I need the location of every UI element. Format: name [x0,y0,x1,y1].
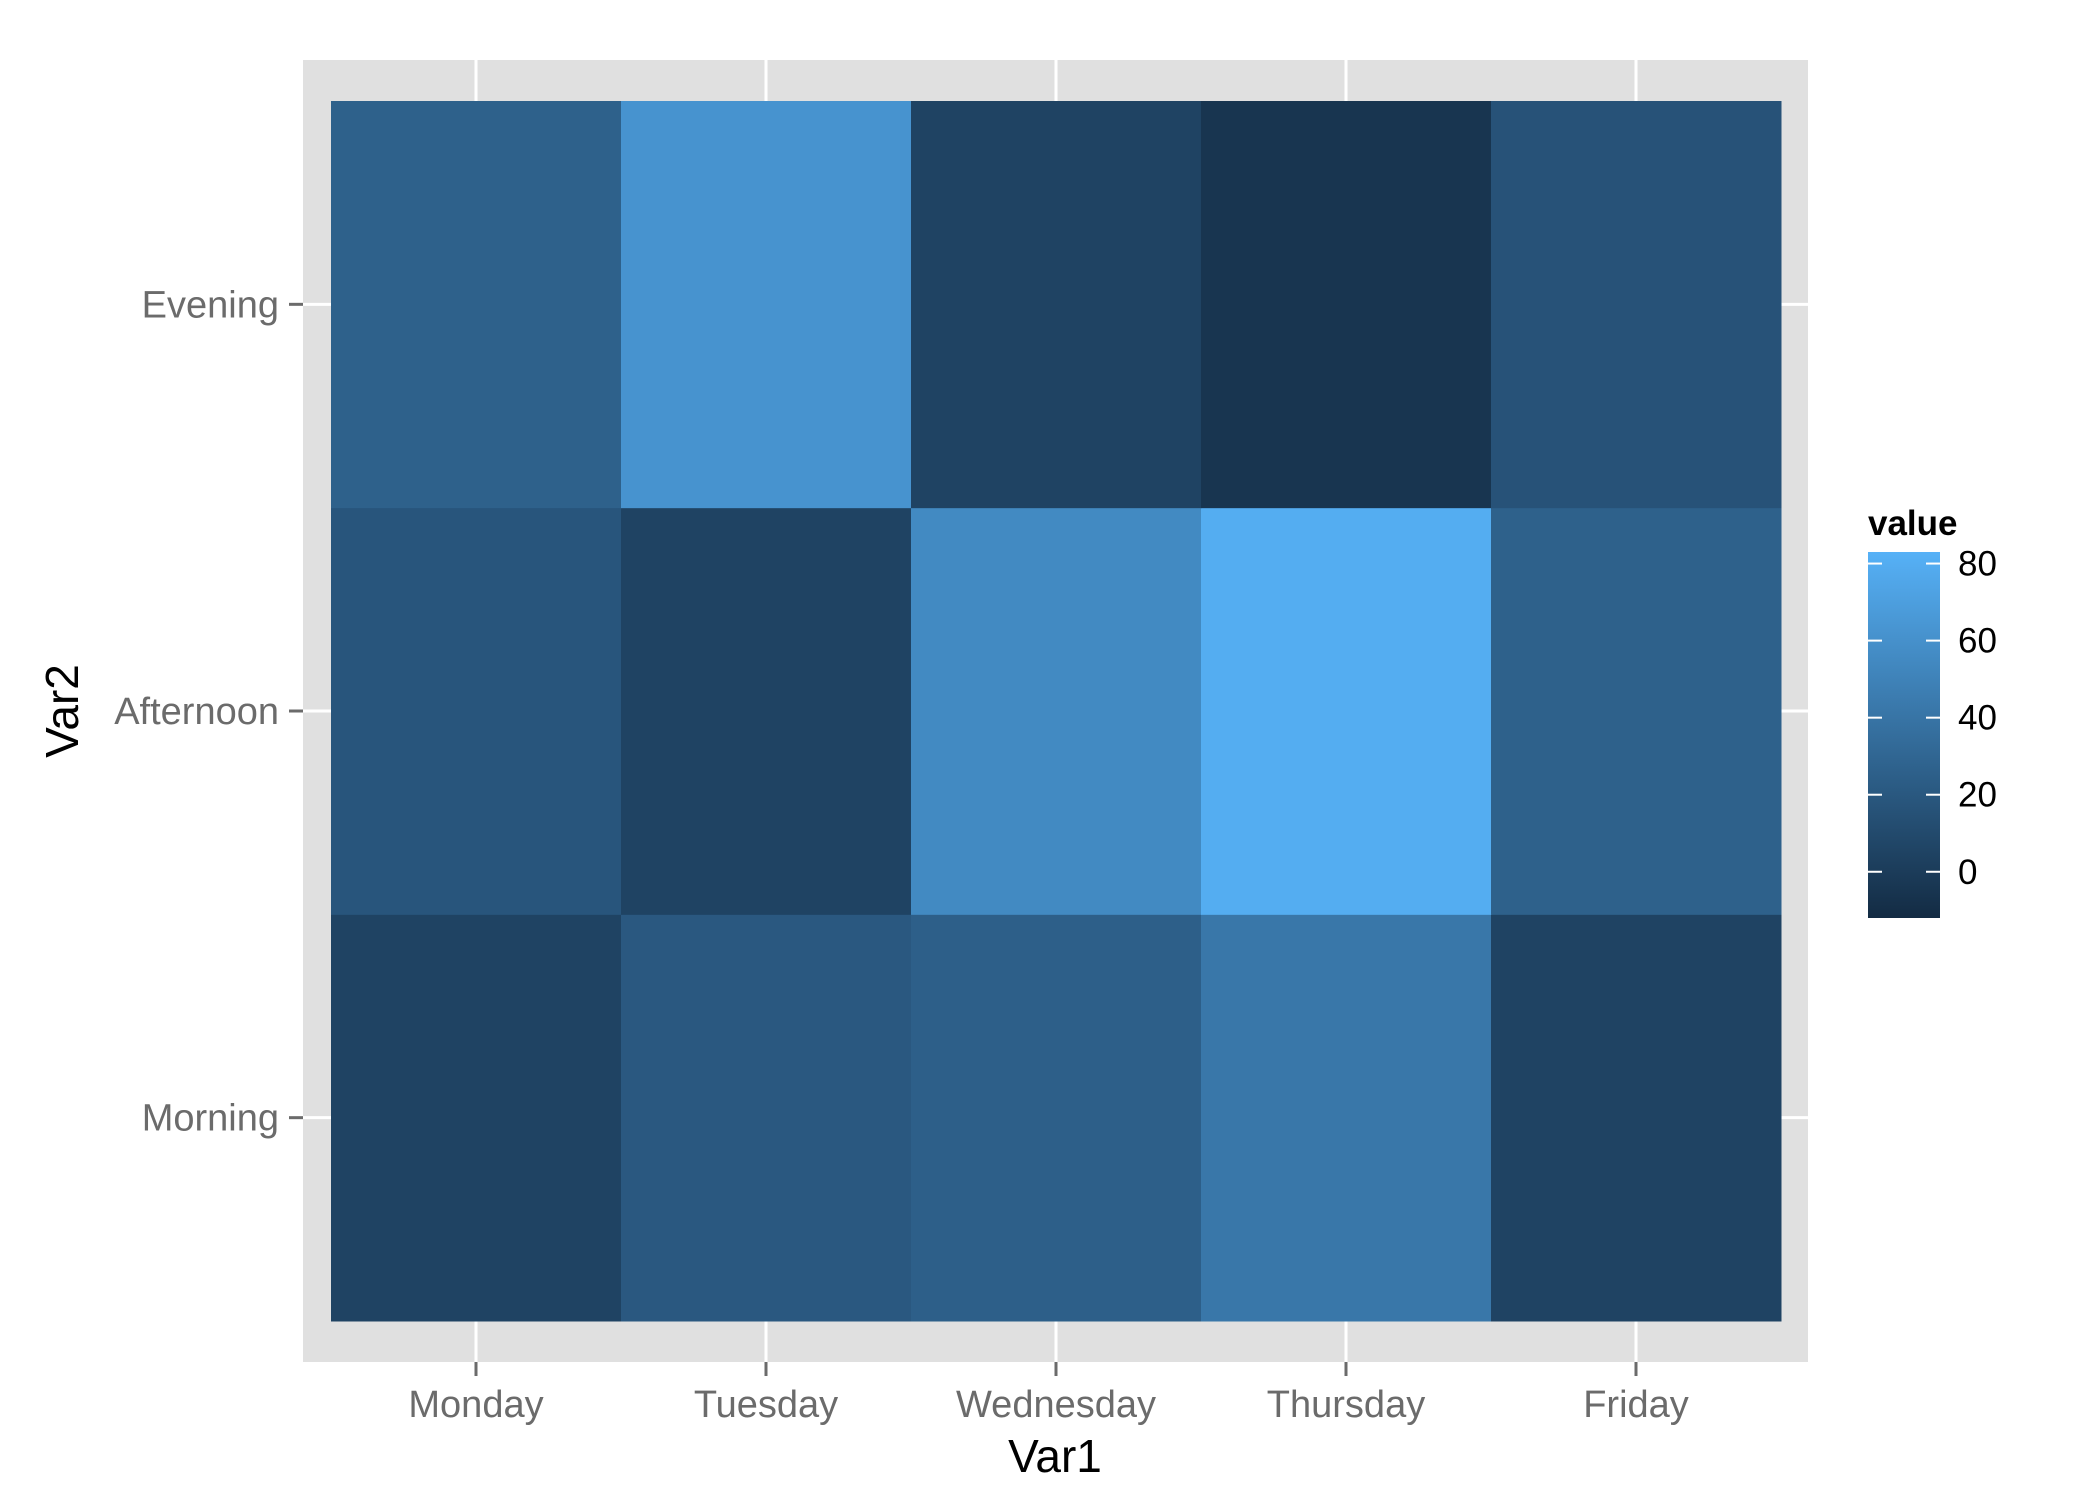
cell-monday-evening [331,101,622,509]
x-tick-label-tuesday: Tuesday [694,1384,838,1426]
cell-friday-evening [1491,101,1782,509]
cell-tuesday-afternoon [621,507,912,915]
cell-monday-afternoon [331,507,622,915]
legend-tick-label-3: 60 [1958,622,1997,661]
cell-wednesday-afternoon [911,507,1202,915]
y-tick-label-evening: Evening [142,284,279,326]
x-axis: Monday Tuesday Wednesday Thursday Friday [408,1362,1689,1426]
legend-tick-label-1: 20 [1958,776,1997,815]
color-legend: value 0 20 40 60 80 [1868,504,1997,918]
heatmap-cells [331,101,1782,1322]
legend-tick-label-0: 0 [1958,853,1977,892]
legend-ticks: 0 20 40 60 80 [1868,545,1997,892]
cell-friday-afternoon [1491,507,1782,915]
x-tick-label-friday: Friday [1583,1384,1689,1426]
y-axis: Morning Afternoon Evening [114,284,303,1140]
y-axis-title: Var2 [36,664,88,758]
cell-monday-morning [331,914,622,1322]
cell-tuesday-morning [621,914,912,1322]
legend-title: value [1868,504,1958,543]
legend-tick-label-4: 80 [1958,545,1997,584]
y-tick-label-afternoon: Afternoon [114,691,279,733]
legend-tick-label-2: 40 [1958,699,1997,738]
y-tick-label-morning: Morning [142,1098,279,1140]
legend-colorbar [1868,552,1940,918]
cell-thursday-morning [1201,914,1492,1322]
cell-friday-morning [1491,914,1782,1322]
x-tick-label-monday: Monday [408,1384,543,1426]
x-tick-label-wednesday: Wednesday [956,1384,1156,1426]
cell-tuesday-evening [621,101,912,509]
cell-thursday-evening [1201,101,1492,509]
cell-thursday-afternoon [1201,507,1492,915]
cell-wednesday-morning [911,914,1202,1322]
x-tick-label-thursday: Thursday [1267,1384,1425,1426]
x-axis-title: Var1 [1008,1430,1102,1482]
cell-wednesday-evening [911,101,1202,509]
